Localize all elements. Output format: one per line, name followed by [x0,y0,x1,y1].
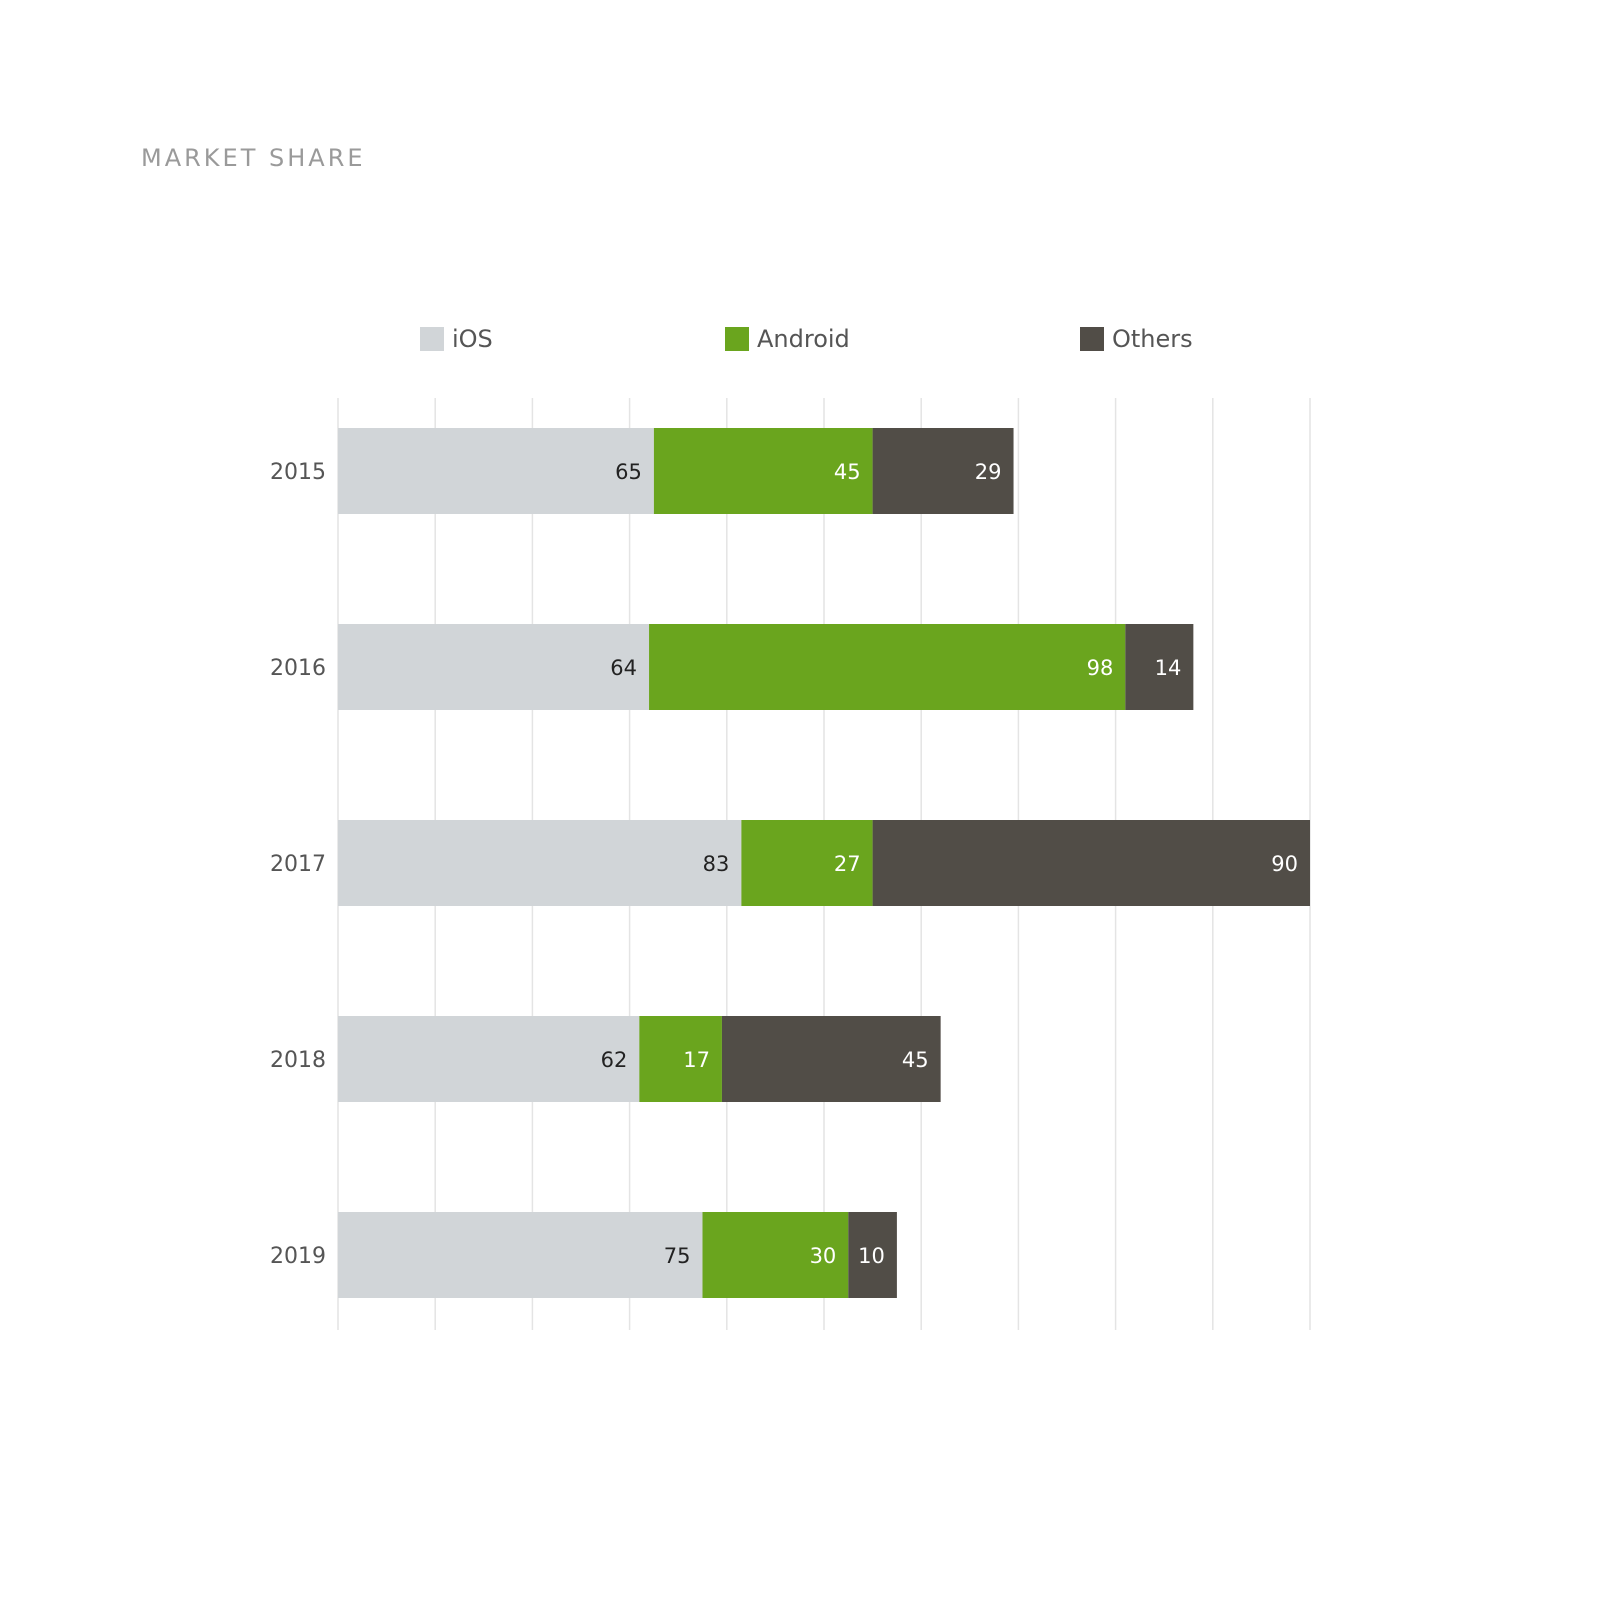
category-label-2018: 2018 [270,1048,326,1073]
category-axis: 2015 2016 2017 2018 2019 [270,460,326,1269]
legend-label-others: Others [1112,325,1193,353]
value-label-others-2015: 29 [975,460,1002,484]
value-label-ios-2016: 64 [610,656,637,680]
bar-others-2018 [721,1016,941,1102]
bars [338,428,1310,1298]
chart-title: MARKET SHARE [141,144,366,172]
category-label-2019: 2019 [270,1244,326,1269]
category-label-2017: 2017 [270,852,326,877]
value-label-others-2018: 45 [902,1048,929,1072]
value-label-ios-2017: 83 [703,852,730,876]
value-label-others-2019: 10 [858,1244,885,1268]
bar-android-2018 [639,1016,722,1102]
legend: iOS Android Others [420,325,1193,353]
bar-others-2019 [848,1212,897,1298]
value-label-android-2017: 27 [834,852,861,876]
bar-others-2015 [872,428,1014,514]
bar-ios-2017 [338,820,742,906]
value-label-android-2019: 30 [810,1244,837,1268]
value-label-others-2017: 90 [1271,852,1298,876]
value-label-android-2015: 45 [834,460,861,484]
bar-others-2016 [1125,624,1194,710]
bar-android-2019 [702,1212,849,1298]
legend-label-ios: iOS [452,325,493,353]
bar-android-2017 [741,820,873,906]
value-labels: 65 45 29 64 98 14 83 27 90 62 17 45 75 30 10 [601,460,1298,1268]
bar-ios-2015 [338,428,654,514]
bar-android-2016 [649,624,1126,710]
value-label-android-2016: 98 [1087,656,1114,680]
value-label-ios-2018: 62 [601,1048,628,1072]
value-label-ios-2019: 75 [664,1244,691,1268]
bar-others-2017 [872,820,1310,906]
bar-ios-2016 [338,624,650,710]
bar-ios-2019 [338,1212,703,1298]
value-label-android-2018: 17 [683,1048,710,1072]
bar-android-2015 [653,428,873,514]
category-label-2015: 2015 [270,460,326,485]
legend-swatch-android [725,327,749,351]
value-label-ios-2015: 65 [615,460,642,484]
legend-swatch-ios [420,327,444,351]
category-label-2016: 2016 [270,656,326,681]
value-label-others-2016: 14 [1155,656,1182,680]
legend-label-android: Android [757,325,850,353]
legend-swatch-others [1080,327,1104,351]
bar-ios-2018 [338,1016,640,1102]
